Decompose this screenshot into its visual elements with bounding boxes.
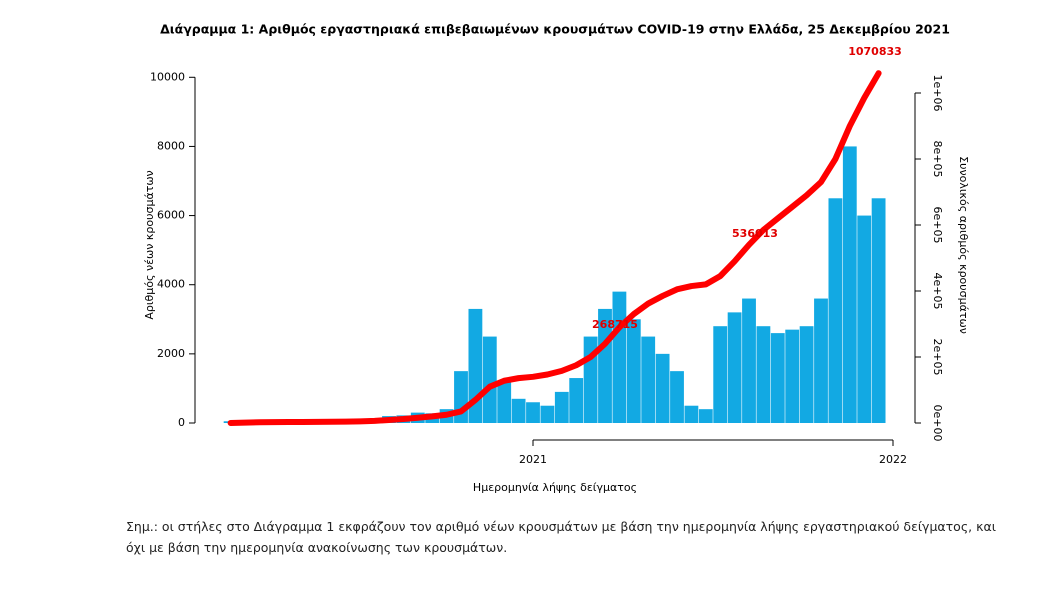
y-tick-label: 8000 (157, 139, 185, 152)
bar (871, 198, 886, 423)
y2-tick-label: 1e+06 (931, 75, 944, 112)
bar (713, 326, 728, 423)
y2-tick-label: 0e+00 (931, 405, 944, 442)
bar (511, 398, 526, 423)
bar (742, 298, 756, 423)
x-axis-title: Ημερομηνία λήψης δείγματος (473, 481, 637, 494)
note: Σημ.: οι στήλες στο Διάγραμμα 1 εκφράζου… (126, 519, 996, 555)
y2-tick-label: 4e+05 (931, 273, 944, 310)
y2-tick-label: 6e+05 (931, 207, 944, 244)
annotation: 268715 (592, 318, 638, 331)
bar (655, 353, 670, 423)
bar (482, 336, 497, 423)
y2-tick-label: 8e+05 (931, 141, 944, 178)
bar (799, 326, 814, 423)
bar (569, 378, 584, 423)
y-tick-label: 10000 (150, 70, 185, 83)
bar (770, 333, 785, 423)
bar (756, 326, 771, 423)
bar (785, 329, 800, 423)
bar (540, 405, 555, 423)
y2-axis-title: Συνολικός αριθμός κρουσμάτων (957, 156, 970, 334)
bar (727, 312, 742, 423)
y-axis-title: Αριθμός νέων κρουσμάτων (143, 170, 156, 319)
bar (684, 405, 699, 423)
bar (641, 336, 656, 423)
bar (497, 381, 512, 423)
bar (526, 402, 540, 423)
annotation: 536013 (732, 227, 778, 240)
annotation: 1070833 (848, 45, 902, 58)
bar (554, 391, 569, 423)
bar (814, 298, 828, 423)
chart: Διάγραμμα 1: Αριθμός εργαστηριακά επιβεβ… (143, 22, 970, 495)
y-tick-label: 2000 (157, 347, 185, 360)
bar (857, 215, 872, 423)
bar (612, 291, 627, 423)
y-tick-label: 6000 (157, 209, 185, 222)
bar (670, 371, 684, 423)
bar (828, 198, 843, 423)
x-tick-label: 2021 (519, 453, 547, 466)
bar (842, 146, 857, 423)
y-tick-label: 4000 (157, 278, 185, 291)
y2-tick-label: 2e+05 (931, 339, 944, 376)
cumulative-line (227, 70, 882, 426)
bar (626, 319, 641, 423)
chart-title: Διάγραμμα 1: Αριθμός εργαστηριακά επιβεβ… (160, 22, 950, 37)
x-tick-label: 2022 (879, 453, 907, 466)
bar (698, 409, 713, 423)
y-tick-label: 0 (178, 416, 185, 429)
